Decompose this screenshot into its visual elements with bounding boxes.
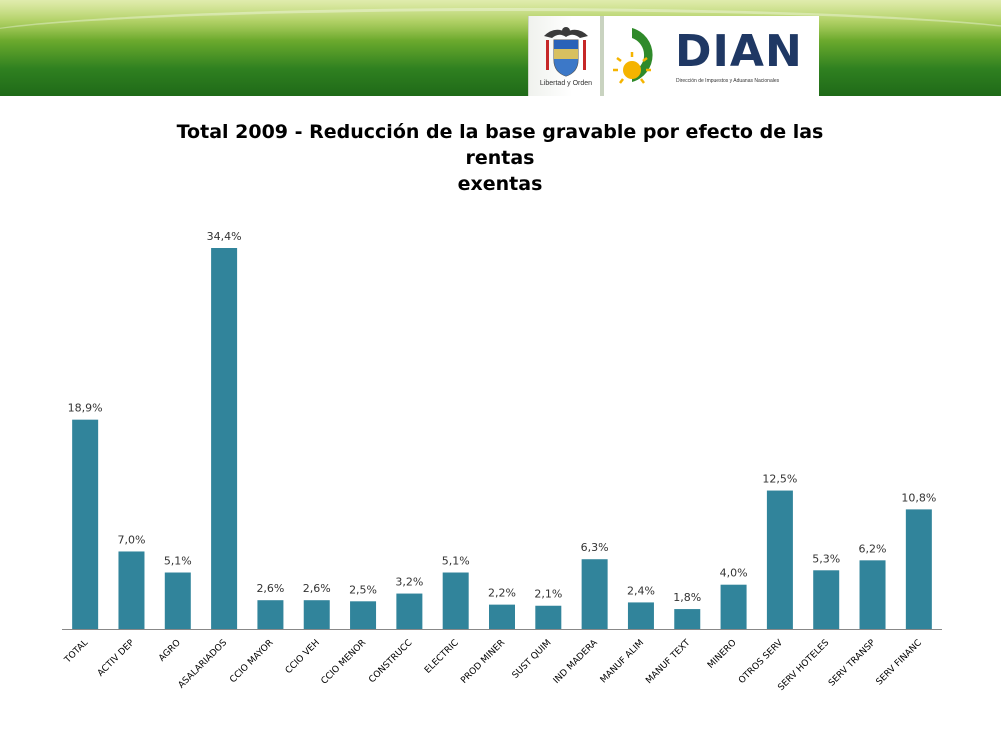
category-label: SUST QUIM [511, 638, 554, 681]
value-label: 2,2% [488, 587, 516, 600]
bar-ccio-veh [303, 600, 330, 629]
value-label: 1,8% [673, 591, 701, 604]
value-label: 4,0% [720, 567, 748, 580]
brand-subtitle: Dirección de Impuestos y Aduanas Naciona… [676, 78, 780, 84]
value-label: 2,1% [534, 588, 562, 601]
logo-divider [600, 16, 604, 96]
category-label: ACTIV DEP [96, 638, 137, 679]
dian-sun-logo-icon [613, 28, 653, 84]
category-label: CCIO MAYOR [228, 638, 275, 685]
bar-activ-dep [118, 551, 145, 629]
chart-title-line-1: Total 2009 - Reducción de la base gravab… [176, 121, 824, 169]
category-label: MANUF TEXT [644, 638, 692, 686]
category-label: OTROS SERV [737, 637, 786, 686]
category-label: AGRO [157, 638, 183, 664]
category-label: CONSTRUCC [367, 638, 414, 685]
value-label: 6,2% [859, 542, 887, 555]
bar-minero [720, 584, 747, 629]
category-label: SERV HOTELES [776, 638, 831, 693]
category-label: MANUF ALIM [599, 638, 646, 685]
motto-text: Libertad y Orden [539, 80, 593, 87]
bar-prod-miner [489, 604, 515, 629]
chart-title-line-2: exentas [457, 173, 543, 195]
category-label: IND MADERA [552, 637, 601, 686]
value-label: 10,8% [901, 491, 936, 504]
value-label: 5,3% [812, 552, 840, 565]
value-label: 18,9% [68, 402, 103, 415]
value-label: 5,1% [164, 555, 192, 568]
bar-serv-financ [905, 509, 932, 629]
category-label: PROD MINER [459, 638, 507, 686]
bar-otros-serv [766, 490, 793, 629]
value-label: 2,6% [256, 582, 284, 595]
bar-serv-hoteles [813, 570, 840, 629]
bar-manuf-alim [627, 602, 654, 629]
header-banner [0, 0, 1001, 96]
colombia-coat-of-arms-icon [544, 27, 588, 77]
value-label: 7,0% [117, 533, 145, 546]
bar-total [72, 419, 99, 629]
category-label: ELECTRIC [423, 638, 461, 676]
value-label: 5,1% [442, 555, 470, 568]
value-label: 2,6% [303, 582, 331, 595]
bar-electric [442, 572, 469, 629]
category-label: ASALARIADOS [177, 638, 230, 691]
bar-agro [164, 572, 191, 629]
value-label: 3,2% [395, 576, 423, 589]
bar-ccio-menor [350, 601, 377, 629]
value-label: 6,3% [581, 541, 609, 554]
category-label: SERV TRANSP [827, 638, 878, 689]
bar-asalariados [211, 248, 238, 629]
bar-ind-madera [581, 559, 608, 629]
bar-ccio-mayor [257, 600, 284, 629]
chart-title: Total 2009 - Reducción de la base gravab… [150, 119, 850, 197]
category-label: CCIO MENOR [320, 638, 369, 687]
value-label: 2,5% [349, 583, 377, 596]
category-label: TOTAL [62, 638, 90, 666]
value-label: 34,4% [207, 230, 242, 243]
category-label: SERV FINANC [875, 638, 924, 687]
bar-construcc [396, 593, 423, 629]
header-swoosh [0, 8, 1001, 71]
brand-name: DIAN [675, 26, 803, 77]
bar-sust-quim [535, 605, 562, 629]
bar-serv-transp [859, 560, 886, 629]
category-label: MINERO [706, 638, 739, 671]
bar-manuf-text [674, 609, 701, 629]
value-label: 12,5% [762, 473, 797, 486]
value-label: 2,4% [627, 584, 655, 597]
category-label: CCIO VEH [284, 638, 322, 676]
